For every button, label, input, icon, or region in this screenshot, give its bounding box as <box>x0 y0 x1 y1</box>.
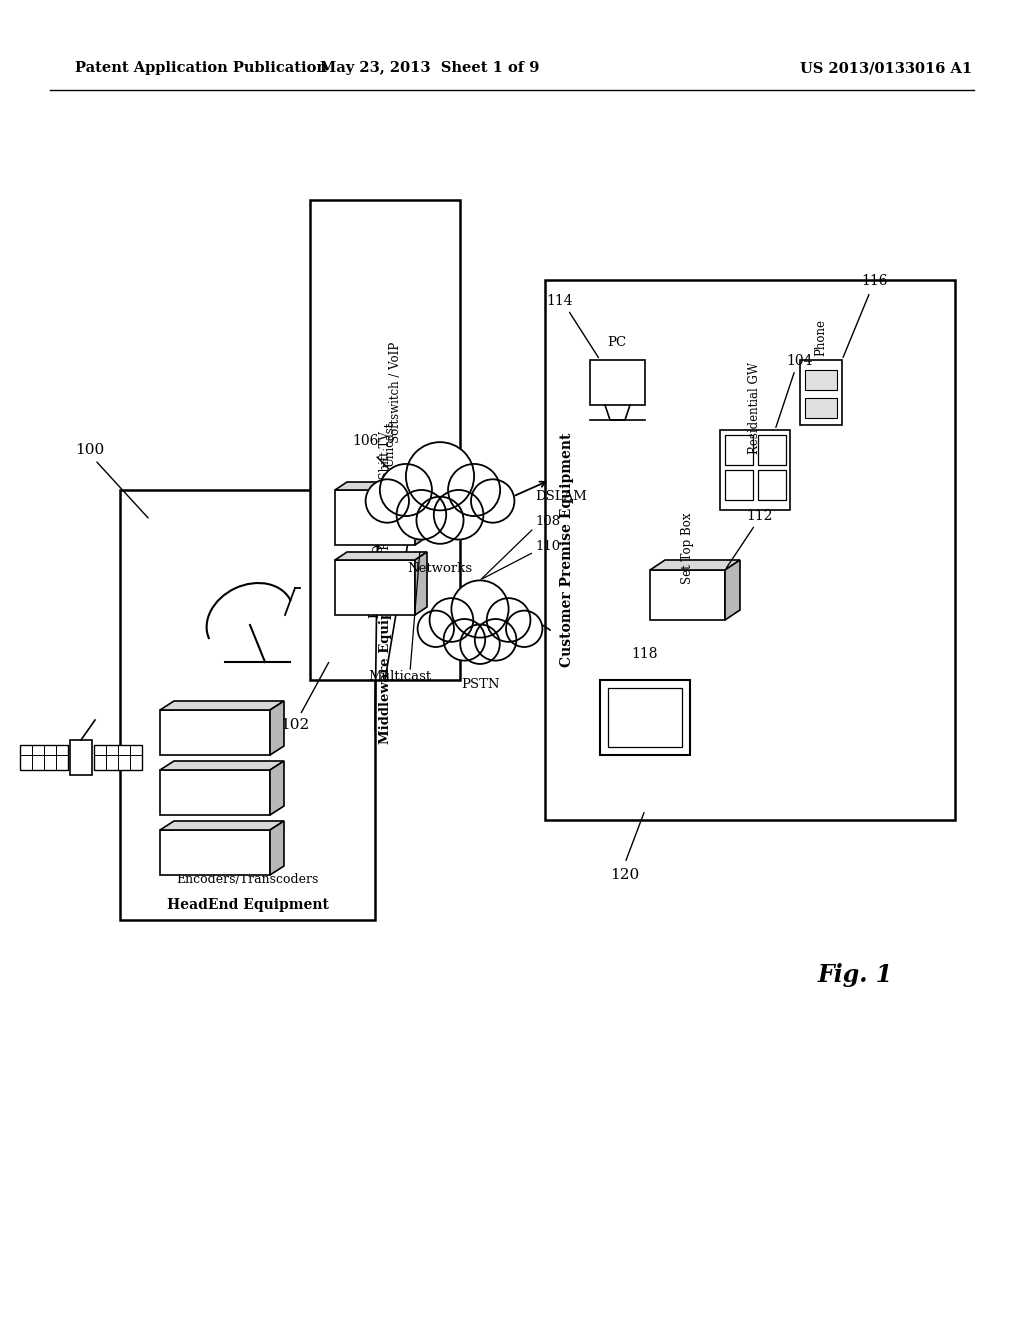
Text: 112: 112 <box>746 510 773 523</box>
Text: NPVR / Time Shift TV: NPVR / Time Shift TV <box>379 432 391 561</box>
Polygon shape <box>160 701 284 710</box>
Text: Encoders/Transcoders: Encoders/Transcoders <box>176 874 318 887</box>
Polygon shape <box>415 552 427 615</box>
Text: Multicast: Multicast <box>369 671 431 682</box>
Bar <box>608 688 682 747</box>
Text: 100: 100 <box>76 444 104 457</box>
Bar <box>600 680 690 755</box>
Text: Networks: Networks <box>408 562 472 576</box>
Circle shape <box>406 442 474 511</box>
Circle shape <box>429 598 473 642</box>
Polygon shape <box>160 821 284 830</box>
Text: 102: 102 <box>281 718 309 733</box>
Bar <box>800 360 842 425</box>
Bar <box>70 741 92 775</box>
Circle shape <box>460 624 500 664</box>
Polygon shape <box>270 701 284 755</box>
Polygon shape <box>160 770 270 814</box>
Text: 114: 114 <box>547 294 573 308</box>
Text: US 2013/0133016 A1: US 2013/0133016 A1 <box>800 61 972 75</box>
Bar <box>20 744 68 770</box>
Circle shape <box>452 581 509 638</box>
Polygon shape <box>160 830 270 875</box>
Polygon shape <box>650 570 725 620</box>
Text: May 23, 2013  Sheet 1 of 9: May 23, 2013 Sheet 1 of 9 <box>321 61 540 75</box>
Polygon shape <box>335 552 427 560</box>
Text: Customer Premise Equipment: Customer Premise Equipment <box>560 433 574 667</box>
Text: Patent Application Publication: Patent Application Publication <box>75 61 327 75</box>
Bar <box>805 399 837 418</box>
Text: HeadEnd Equipment: HeadEnd Equipment <box>167 898 329 912</box>
Polygon shape <box>415 482 427 545</box>
Circle shape <box>443 619 485 660</box>
Circle shape <box>471 479 514 523</box>
Circle shape <box>434 490 483 540</box>
Circle shape <box>380 463 432 516</box>
Bar <box>720 430 790 510</box>
Text: 106: 106 <box>352 434 378 447</box>
Text: Fig. 1: Fig. 1 <box>817 964 893 987</box>
Bar <box>590 360 645 405</box>
Text: PSTN: PSTN <box>461 678 500 690</box>
Text: Portal: Portal <box>369 582 382 618</box>
Polygon shape <box>335 482 427 490</box>
Text: 110: 110 <box>535 540 560 553</box>
Bar <box>310 201 460 680</box>
Polygon shape <box>270 762 284 814</box>
Polygon shape <box>160 710 270 755</box>
Text: Unicast: Unicast <box>384 421 396 467</box>
Text: Set Top Box: Set Top Box <box>681 512 693 583</box>
Polygon shape <box>160 762 284 770</box>
Circle shape <box>475 619 516 660</box>
Text: 120: 120 <box>610 869 640 882</box>
Bar <box>94 744 142 770</box>
Circle shape <box>506 611 543 647</box>
Bar <box>758 470 786 500</box>
Polygon shape <box>335 560 415 615</box>
Circle shape <box>418 611 454 647</box>
Text: Phone: Phone <box>814 319 827 356</box>
Text: 108: 108 <box>535 515 560 528</box>
Circle shape <box>417 496 464 544</box>
Bar <box>758 436 786 465</box>
Polygon shape <box>650 560 740 570</box>
Circle shape <box>396 490 446 540</box>
Bar <box>545 280 955 820</box>
Polygon shape <box>725 560 740 620</box>
Text: 116: 116 <box>862 275 888 288</box>
Text: DSLAM: DSLAM <box>535 490 587 503</box>
Polygon shape <box>270 821 284 875</box>
Text: Residential GW: Residential GW <box>749 362 762 454</box>
Text: Softswitch / VoIP: Softswitch / VoIP <box>388 342 401 442</box>
Bar <box>805 370 837 389</box>
Text: VOD: VOD <box>374 535 386 561</box>
Circle shape <box>366 479 409 523</box>
Text: 118: 118 <box>632 647 658 661</box>
Polygon shape <box>335 490 415 545</box>
Bar <box>725 436 753 465</box>
Text: PC: PC <box>607 335 627 348</box>
Text: Middleware Equipment: Middleware Equipment <box>379 572 391 744</box>
Bar <box>120 490 375 920</box>
Text: 104: 104 <box>786 354 813 368</box>
Circle shape <box>486 598 530 642</box>
Circle shape <box>449 463 500 516</box>
Bar <box>725 470 753 500</box>
